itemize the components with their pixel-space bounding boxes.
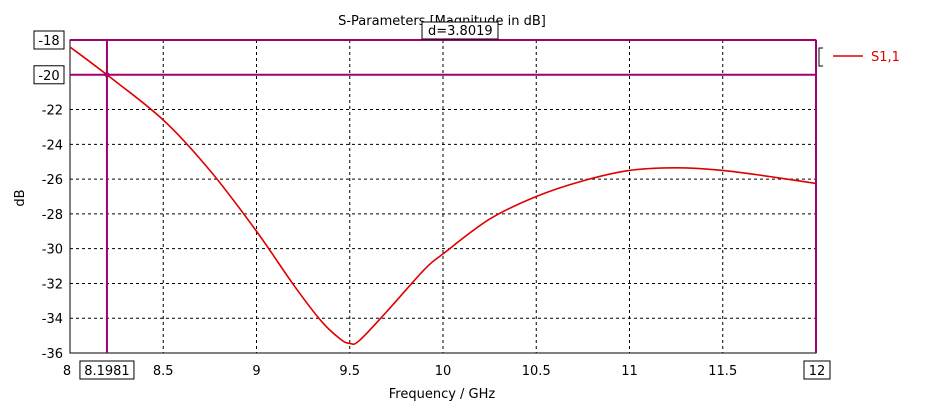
x-axis-label: Frequency / GHz bbox=[389, 387, 496, 402]
y-tick-label: -36 bbox=[42, 347, 63, 362]
x-tick-label: 9 bbox=[252, 364, 260, 379]
svg-text:-18: -18 bbox=[38, 34, 59, 49]
marker-layer[interactable]: 8.1981 12 -18 -20 bbox=[33, 30, 831, 380]
grid-layer bbox=[70, 40, 816, 353]
svg-text:-20: -20 bbox=[38, 69, 59, 84]
x-tick-label: 10 bbox=[435, 364, 452, 379]
delta-label-box[interactable]: d=3.8019 bbox=[421, 21, 499, 40]
series-line-s11 bbox=[69, 46, 817, 346]
marker-intersection bbox=[104, 72, 110, 78]
y-tick-label: -30 bbox=[42, 243, 63, 258]
marker-y-label[interactable]: -20 bbox=[33, 65, 65, 85]
x-tick-label: 8 bbox=[63, 364, 71, 379]
legend-bracket bbox=[818, 47, 823, 67]
y-axis-label: dB bbox=[13, 189, 28, 206]
y-tick-label: -22 bbox=[42, 104, 63, 119]
y-tick-label: -32 bbox=[42, 277, 63, 292]
legend[interactable]: S1,1 bbox=[818, 47, 900, 67]
y-tick-label: -28 bbox=[42, 208, 63, 223]
x-tick-label: 9.5 bbox=[339, 364, 360, 379]
delta-label: d=3.8019 bbox=[428, 24, 493, 39]
y-tick-label: -34 bbox=[42, 312, 63, 327]
legend-label-s11: S1,1 bbox=[871, 50, 900, 65]
marker-right-x-label[interactable]: 12 bbox=[803, 360, 831, 380]
x-tick-label: 10.5 bbox=[522, 364, 551, 379]
x-tick-label: 11.5 bbox=[708, 364, 737, 379]
x-tick-label: 11 bbox=[621, 364, 638, 379]
y-tick-label: -26 bbox=[42, 173, 63, 188]
svg-text:12: 12 bbox=[809, 364, 826, 379]
marker-x-label[interactable]: 8.1981 bbox=[79, 360, 135, 380]
svg-text:8.1981: 8.1981 bbox=[84, 364, 130, 379]
y-tick-label: -24 bbox=[42, 138, 63, 153]
marker-y-label[interactable]: -18 bbox=[33, 30, 65, 50]
x-tick-label: 8.5 bbox=[153, 364, 174, 379]
x-tick-labels: 8 8.5 9 9.5 10 10.5 11 11.5 12 bbox=[63, 364, 824, 379]
